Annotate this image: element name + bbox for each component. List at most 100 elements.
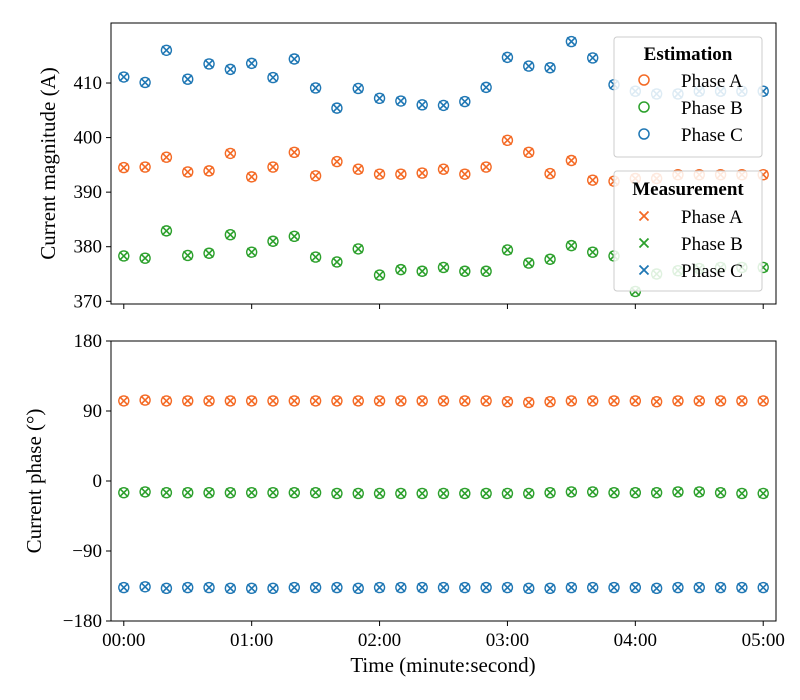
estimation-point-phase-c [182, 581, 194, 594]
measurement-point-phase-b [161, 487, 172, 498]
estimation-point-phase-a [182, 395, 194, 407]
estimation-point-phase-b [373, 269, 386, 281]
measurement-point-phase-a [523, 147, 534, 158]
estimation-point-phase-c [714, 581, 727, 594]
estimation-point-phase-b [544, 253, 556, 265]
phase-x-axis-label: Time (minute:second) [350, 653, 535, 677]
measurement-point-phase-b [587, 487, 598, 497]
estimation-point-phase-b [459, 487, 471, 500]
estimation-point-phase-a [224, 395, 237, 407]
estimation-point-phase-c [586, 581, 599, 594]
measurement-point-phase-c [396, 96, 406, 106]
measurement-point-phase-a [460, 169, 470, 179]
estimation-point-phase-a [629, 395, 642, 407]
estimation-point-phase-a [118, 395, 130, 407]
estimation-point-phase-a [565, 395, 578, 407]
legend-measurement-label-b: Phase B [681, 234, 743, 255]
estimation-point-phase-a [757, 395, 769, 407]
measurement-point-phase-c [460, 582, 470, 593]
measurement-point-phase-b [246, 487, 257, 498]
measurement-point-phase-b [119, 251, 129, 261]
magnitude-plot-frame [110, 22, 777, 305]
measurement-point-phase-b [225, 487, 236, 498]
legend-estimation-marker-b [638, 101, 650, 113]
magnitude-y-tick-label: 380 [74, 237, 103, 258]
estimation-point-phase-b [693, 486, 705, 498]
measurement-point-phase-b [545, 487, 555, 498]
legend-measurement-marker-c [638, 264, 650, 276]
measurement-point-phase-b [268, 236, 278, 247]
estimation-point-phase-b [586, 486, 599, 498]
magnitude-y-tick-label: 370 [74, 291, 103, 312]
measurement-point-phase-c [161, 583, 172, 594]
measurement-point-phase-a [204, 396, 214, 406]
measurement-point-phase-a [566, 155, 577, 166]
estimation-point-phase-c [544, 62, 556, 74]
magnitude-panel: 370 380 390 400 410 Current magnitude (A) Es… [36, 22, 777, 312]
estimation-point-phase-b [373, 487, 386, 500]
estimation-point-phase-b [480, 265, 492, 277]
measurement-point-phase-a [417, 396, 427, 406]
measurement-point-phase-b [609, 487, 619, 498]
estimation-point-phase-b [416, 265, 428, 277]
estimation-point-phase-a [501, 134, 514, 147]
estimation-point-phase-c [416, 581, 428, 594]
measurement-point-phase-b [289, 487, 300, 498]
magnitude-y-tick-label: 400 [74, 128, 103, 149]
estimation-point-phase-b [224, 486, 237, 499]
measurement-point-phase-b [182, 250, 193, 261]
estimation-point-phase-c [757, 581, 769, 594]
estimation-point-phase-b [288, 230, 301, 243]
measurement-point-phase-c [566, 36, 577, 47]
measurement-point-phase-a [396, 169, 406, 179]
magnitude-y-axis: 370 380 390 400 410 [74, 73, 111, 312]
measurement-point-phase-c [268, 72, 278, 83]
magnitude-marks [118, 35, 769, 298]
phase-y-tick-label: 180 [74, 331, 103, 352]
phase-y-axis-label: Current phase (°) [22, 409, 46, 554]
legend-estimation-box [613, 36, 763, 158]
estimation-point-phase-b [352, 243, 364, 255]
estimation-point-phase-b [416, 487, 428, 500]
estimation-point-phase-c [565, 581, 578, 594]
magnitude-y-tick-label: 410 [74, 73, 103, 94]
estimation-point-phase-a [736, 395, 748, 407]
estimation-point-phase-c [224, 582, 237, 595]
estimation-point-phase-c [416, 99, 428, 111]
measurement-point-phase-c [332, 103, 342, 113]
estimation-point-phase-c [480, 81, 492, 94]
estimation-point-phase-b [245, 486, 258, 499]
measurement-point-phase-b [737, 488, 747, 499]
estimation-point-phase-a [395, 395, 407, 407]
estimation-point-phase-b [736, 487, 748, 500]
estimation-point-phase-b [245, 246, 258, 258]
measurement-point-phase-b [204, 248, 214, 259]
measurement-point-phase-a [161, 396, 172, 406]
estimation-point-phase-a [288, 395, 301, 407]
measurement-point-phase-c [225, 64, 236, 75]
estimation-point-phase-b [309, 486, 322, 499]
legend-estimation-marker-c [638, 128, 650, 140]
measurement-point-phase-b [268, 487, 278, 498]
measurement-point-phase-b [417, 488, 427, 499]
phase-x-tick-label: 04:00 [614, 630, 657, 651]
measurement-point-phase-a [182, 396, 193, 406]
measurement-point-phase-c [246, 583, 257, 594]
measurement-point-phase-b [396, 264, 406, 275]
estimation-point-phase-a [160, 395, 173, 407]
estimation-point-phase-c [437, 99, 450, 112]
estimation-point-phase-c [459, 95, 471, 108]
measurement-point-phase-c [587, 582, 598, 593]
estimation-point-phase-c [288, 53, 301, 65]
measurement-point-phase-b [310, 252, 321, 262]
measurement-point-phase-a [140, 162, 150, 172]
estimation-point-phase-b [437, 261, 450, 274]
legend-estimation-label-b: Phase B [681, 98, 743, 119]
measurement-point-phase-b [353, 244, 364, 254]
measurement-point-phase-c [374, 582, 385, 593]
phase-y-tick-label: 90 [83, 401, 102, 422]
estimation-point-phase-c [309, 82, 322, 94]
measurement-point-phase-b [204, 487, 214, 498]
estimation-point-phase-a [309, 170, 322, 182]
